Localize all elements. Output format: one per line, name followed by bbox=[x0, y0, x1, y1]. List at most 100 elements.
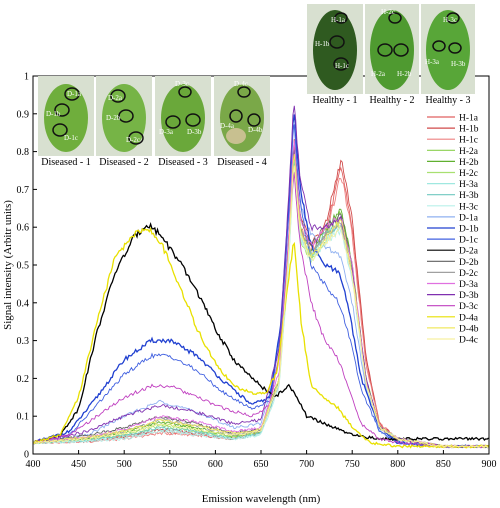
legend-label-h-2b: H-2b bbox=[459, 158, 479, 168]
x-tick-label: 600 bbox=[208, 459, 223, 470]
series-line-h-1c bbox=[32, 154, 489, 449]
spot-label: D-3b bbox=[187, 128, 202, 136]
spot-marker bbox=[128, 131, 144, 145]
x-tick-label: 650 bbox=[254, 459, 269, 470]
x-tick-label: 400 bbox=[26, 459, 41, 470]
leaf-photo: H-2c H-2a H-2b bbox=[365, 4, 419, 94]
y-axis-label: Signal intensity (Arbitr units) bbox=[2, 200, 14, 330]
spot-label: D-1c bbox=[64, 134, 78, 142]
spot-label: D-1b bbox=[46, 110, 61, 118]
spot-marker bbox=[178, 86, 192, 98]
legend-label-h-2a: H-2a bbox=[459, 147, 479, 157]
diseased-leaf-4-image: D-4c D-4a D-4b Diseased - 4 bbox=[214, 76, 270, 168]
x-tick-label: 450 bbox=[71, 459, 86, 470]
spot-label: H-3a bbox=[425, 58, 440, 66]
y-tick-label: 1 bbox=[24, 72, 29, 83]
legend-label-d-3b: D-3b bbox=[459, 291, 479, 301]
spot-marker bbox=[229, 109, 243, 123]
series-line-d-2a bbox=[32, 222, 489, 444]
spot-marker bbox=[247, 113, 261, 127]
legend-label-d-3a: D-3a bbox=[459, 280, 479, 290]
spot-label: H-2b bbox=[397, 70, 412, 78]
y-tick-label: 0.5 bbox=[17, 261, 30, 272]
x-tick-label: 800 bbox=[390, 459, 405, 470]
diseased-3-caption: Diseased - 3 bbox=[158, 157, 208, 168]
diseased-leaf-3-image: D-3c D-3a D-3b Diseased - 3 bbox=[155, 76, 211, 168]
y-tick-label: 0.8 bbox=[17, 147, 30, 158]
legend-label-d-2c: D-2c bbox=[459, 269, 478, 279]
y-tick-label: 0.2 bbox=[17, 374, 30, 385]
y-tick-label: 0 bbox=[24, 450, 29, 461]
series-line-d-2b bbox=[32, 149, 489, 449]
legend-label-d-1c: D-1c bbox=[459, 236, 478, 246]
leaf-photo: D-2a D-2b D-2c bbox=[96, 76, 152, 156]
spot-label: H-3b bbox=[451, 60, 466, 68]
series-line-d-4a bbox=[32, 226, 490, 449]
legend: H-1aH-1bH-1cH-2aH-2bH-2cH-3aH-3bH-3cD-1a… bbox=[427, 114, 479, 346]
diseased-4-caption: Diseased - 4 bbox=[217, 157, 267, 168]
healthy-leaf-3-image: H-3c H-3a H-3b Healthy - 3 bbox=[421, 4, 475, 108]
x-axis-label: Emission wavelength (nm) bbox=[202, 493, 321, 505]
legend-label-d-3c: D-3c bbox=[459, 302, 478, 312]
series-line-d-3b bbox=[32, 105, 489, 449]
legend-label-h-1b: H-1b bbox=[459, 125, 479, 135]
leaf-photo: D-3c D-3a D-3b bbox=[155, 76, 211, 156]
series-line-d-4c bbox=[32, 165, 489, 449]
leaf-photo: D-1a D-1b D-1c bbox=[38, 76, 94, 156]
y-tick-label: 0.3 bbox=[17, 336, 30, 347]
spot-label: D-2b bbox=[106, 114, 121, 122]
diseased-leaf-1-image: D-1a D-1b D-1c Diseased - 1 bbox=[38, 76, 94, 168]
spot-label: H-3c bbox=[443, 16, 457, 24]
y-tick-label: 0.1 bbox=[17, 412, 30, 423]
spot-label: D-2c bbox=[126, 136, 140, 144]
spot-label: H-2a bbox=[371, 70, 386, 78]
spot-label: H-1b bbox=[315, 40, 330, 48]
x-tick-label: 750 bbox=[345, 459, 360, 470]
spot-marker bbox=[388, 12, 402, 24]
y-tick-label: 0.4 bbox=[17, 298, 30, 309]
legend-label-h-1a: H-1a bbox=[459, 114, 479, 124]
spot-marker bbox=[333, 57, 349, 71]
legend-label-h-1c: H-1c bbox=[459, 136, 478, 146]
series-line-h-3c bbox=[32, 171, 489, 449]
legend-label-h-2c: H-2c bbox=[459, 169, 478, 179]
legend-label-d-4b: D-4b bbox=[459, 324, 479, 334]
legend-label-d-1a: D-1a bbox=[459, 213, 479, 223]
series-line-d-1a bbox=[32, 124, 489, 449]
spot-marker bbox=[165, 115, 181, 129]
legend-label-d-2a: D-2a bbox=[459, 247, 479, 257]
legend-label-d-1b: D-1b bbox=[459, 225, 479, 235]
legend-label-h-3c: H-3c bbox=[459, 202, 478, 212]
x-tick-label: 900 bbox=[482, 459, 497, 470]
spot-marker bbox=[237, 86, 251, 98]
spot-label: D-2a bbox=[108, 94, 123, 102]
series-line-h-2b bbox=[32, 157, 489, 449]
y-tick-label: 0.7 bbox=[17, 185, 30, 196]
series-layer bbox=[32, 105, 490, 449]
spot-marker bbox=[446, 12, 460, 24]
leaf-photo: D-4c D-4a D-4b bbox=[214, 76, 270, 156]
spot-marker bbox=[334, 12, 348, 24]
leaf-photo: H-1a H-1b H-1c bbox=[307, 4, 363, 94]
legend-label-h-3b: H-3b bbox=[459, 191, 479, 201]
healthy-leaf-2-image: H-2c H-2a H-2b Healthy - 2 bbox=[365, 4, 419, 108]
spot-marker bbox=[377, 43, 393, 57]
spot-label: D-4b bbox=[248, 126, 263, 134]
spot-marker bbox=[432, 40, 446, 52]
tick-layer: 400 450 500 550 600 650 700 750 800 850 900 0 0.1 0.2… bbox=[17, 72, 497, 471]
spot-label: H-1a bbox=[331, 16, 346, 24]
spot-label: D-3a bbox=[159, 128, 174, 136]
series-line-d-1c bbox=[32, 124, 489, 449]
spot-label: H-2c bbox=[381, 8, 395, 16]
spot-marker bbox=[185, 113, 201, 127]
spot-marker bbox=[54, 103, 70, 117]
diseased-leaf-2-image: D-2a D-2b D-2c Diseased - 2 bbox=[96, 76, 152, 168]
y-tick-label: 0.6 bbox=[17, 223, 30, 234]
legend-label-h-3a: H-3a bbox=[459, 180, 479, 190]
x-tick-label: 700 bbox=[299, 459, 314, 470]
spot-label: H-1c bbox=[335, 62, 349, 70]
healthy-3-caption: Healthy - 3 bbox=[425, 95, 471, 106]
healthy-2-caption: Healthy - 2 bbox=[369, 95, 415, 106]
leaf-photo: H-3c H-3a H-3b bbox=[421, 4, 475, 94]
legend-label-d-4a: D-4a bbox=[459, 313, 479, 323]
